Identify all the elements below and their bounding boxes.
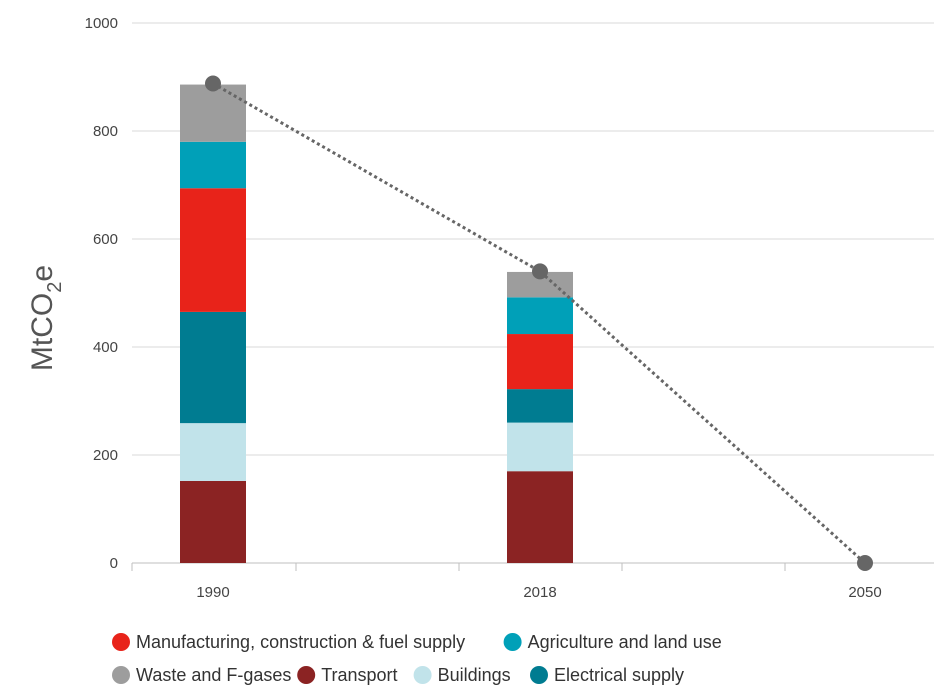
y-tick-label: 800 [93,123,118,140]
bar-segment [507,422,573,472]
y-tick-label: 600 [93,231,118,248]
bar-segment [507,297,573,335]
y-axis-label-main: MtCO [26,293,59,371]
bar-segment [507,389,573,423]
x-tick-label: 2050 [848,584,881,601]
bar-segment [180,84,246,142]
legend-item: Agriculture and land use [503,632,722,652]
bar-segment [180,480,246,563]
bar-segment [180,188,246,312]
legend-item: Waste and F-gases [112,665,291,685]
legend-swatch [112,666,130,684]
legend: Manufacturing, construction & fuel suppl… [112,632,722,685]
legend-swatch [413,666,432,684]
legend-item: Electrical supply [530,665,684,685]
y-axis-label-suffix: e [26,265,59,282]
y-tick-label: 1000 [85,15,118,32]
legend-label: Waste and F-gases [136,665,291,685]
gridlines [132,22,934,456]
y-axis-label: MtCO2e [26,265,66,371]
legend-swatch [112,633,130,651]
y-axis-ticks: 0 200 400 600 800 1000 [85,15,118,572]
legend-swatch [530,666,548,684]
legend-label: Manufacturing, construction & fuel suppl… [136,632,465,652]
y-tick-label: 0 [110,555,118,572]
legend-item: Buildings [413,665,511,685]
bar-segment [180,423,246,481]
y-axis-label-subscript: 2 [44,282,66,293]
totals-line-point [205,75,221,92]
bar-segment [180,311,246,424]
totals-line-point [857,555,873,571]
y-tick-label: 200 [93,447,118,464]
y-tick-label: 400 [93,339,118,356]
legend-item: Transport [297,665,398,685]
bar-segment [180,141,246,189]
totals-line [205,75,873,571]
bar-segment [507,334,573,390]
x-tick-label: 2018 [523,584,556,601]
legend-item: Manufacturing, construction & fuel suppl… [112,632,465,652]
legend-label: Electrical supply [554,665,684,685]
legend-swatch [297,666,316,684]
legend-label: Transport [321,665,397,685]
x-axis: 1990 2018 2050 [131,562,934,601]
totals-line-path [212,82,867,565]
bar-segment [507,471,573,563]
x-tick-label: 1990 [196,584,229,601]
legend-swatch [503,633,522,651]
legend-label: Agriculture and land use [528,632,722,652]
legend-label: Buildings [438,665,511,685]
bars [180,84,573,563]
totals-line-point [532,263,548,280]
